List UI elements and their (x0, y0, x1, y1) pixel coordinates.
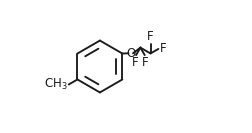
Text: F: F (142, 56, 148, 69)
Text: F: F (147, 30, 153, 43)
Text: F: F (132, 56, 138, 69)
Text: O: O (125, 47, 135, 60)
Text: F: F (159, 42, 165, 55)
Text: CH$_3$: CH$_3$ (44, 77, 68, 92)
